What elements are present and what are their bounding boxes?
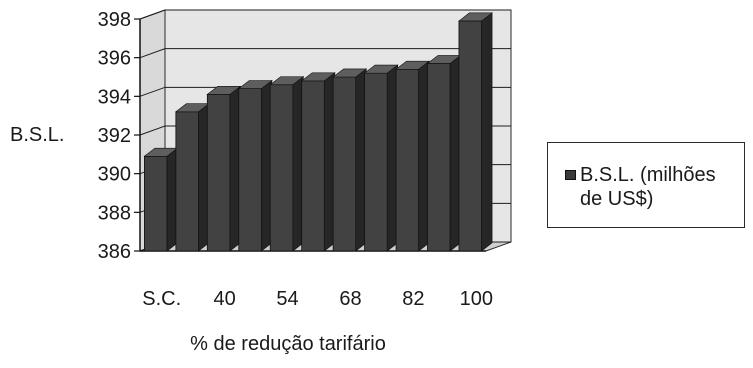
bar-front xyxy=(239,89,262,251)
bar xyxy=(144,148,177,251)
y-tick-label: 398 xyxy=(98,9,131,31)
bar xyxy=(270,77,303,251)
y-tick-label: 388 xyxy=(98,202,131,224)
x-tick-label: 54 xyxy=(276,288,298,310)
bar-front xyxy=(333,77,356,251)
x-tick-label: 82 xyxy=(402,288,424,310)
x-tick-label: 40 xyxy=(214,288,236,310)
bar xyxy=(302,73,335,251)
y-tick-labels: 386 388 390 392 394 396 398 xyxy=(98,9,131,263)
bar-front xyxy=(207,94,230,251)
bar-front xyxy=(144,156,167,251)
bar xyxy=(333,69,366,251)
y-tick-label: 396 xyxy=(98,48,131,70)
y-tick-label: 394 xyxy=(98,86,131,108)
bar xyxy=(207,86,240,251)
x-tick-label: 100 xyxy=(460,288,493,310)
bar-front xyxy=(302,81,325,251)
bar-front xyxy=(176,112,199,251)
x-tick-label: 68 xyxy=(339,288,361,310)
bar-front xyxy=(396,69,419,251)
y-tick-label: 386 xyxy=(98,241,131,263)
bar-front xyxy=(270,85,293,251)
bar xyxy=(176,104,209,251)
bar-front xyxy=(459,21,482,251)
y-tick-label: 390 xyxy=(98,164,131,186)
y-axis-label: B.S.L. xyxy=(10,124,64,146)
x-tick-label: S.C. xyxy=(142,288,181,310)
legend: B.S.L. (milhões de US$) xyxy=(547,142,745,228)
bar-side xyxy=(482,13,493,251)
bar-front xyxy=(427,63,450,251)
bar xyxy=(396,61,429,251)
bar xyxy=(239,81,272,252)
x-tick-labels: S.C. 40 54 68 82 100 xyxy=(142,288,493,310)
bar xyxy=(459,13,492,251)
legend-swatch xyxy=(565,170,576,180)
y-tick-label: 392 xyxy=(98,125,131,147)
bar xyxy=(365,65,398,251)
x-axis-label: % de redução tarifário xyxy=(190,333,386,355)
legend-label: B.S.L. (milhões de US$) xyxy=(580,163,742,211)
bar xyxy=(427,55,460,251)
bar-front xyxy=(365,73,388,251)
